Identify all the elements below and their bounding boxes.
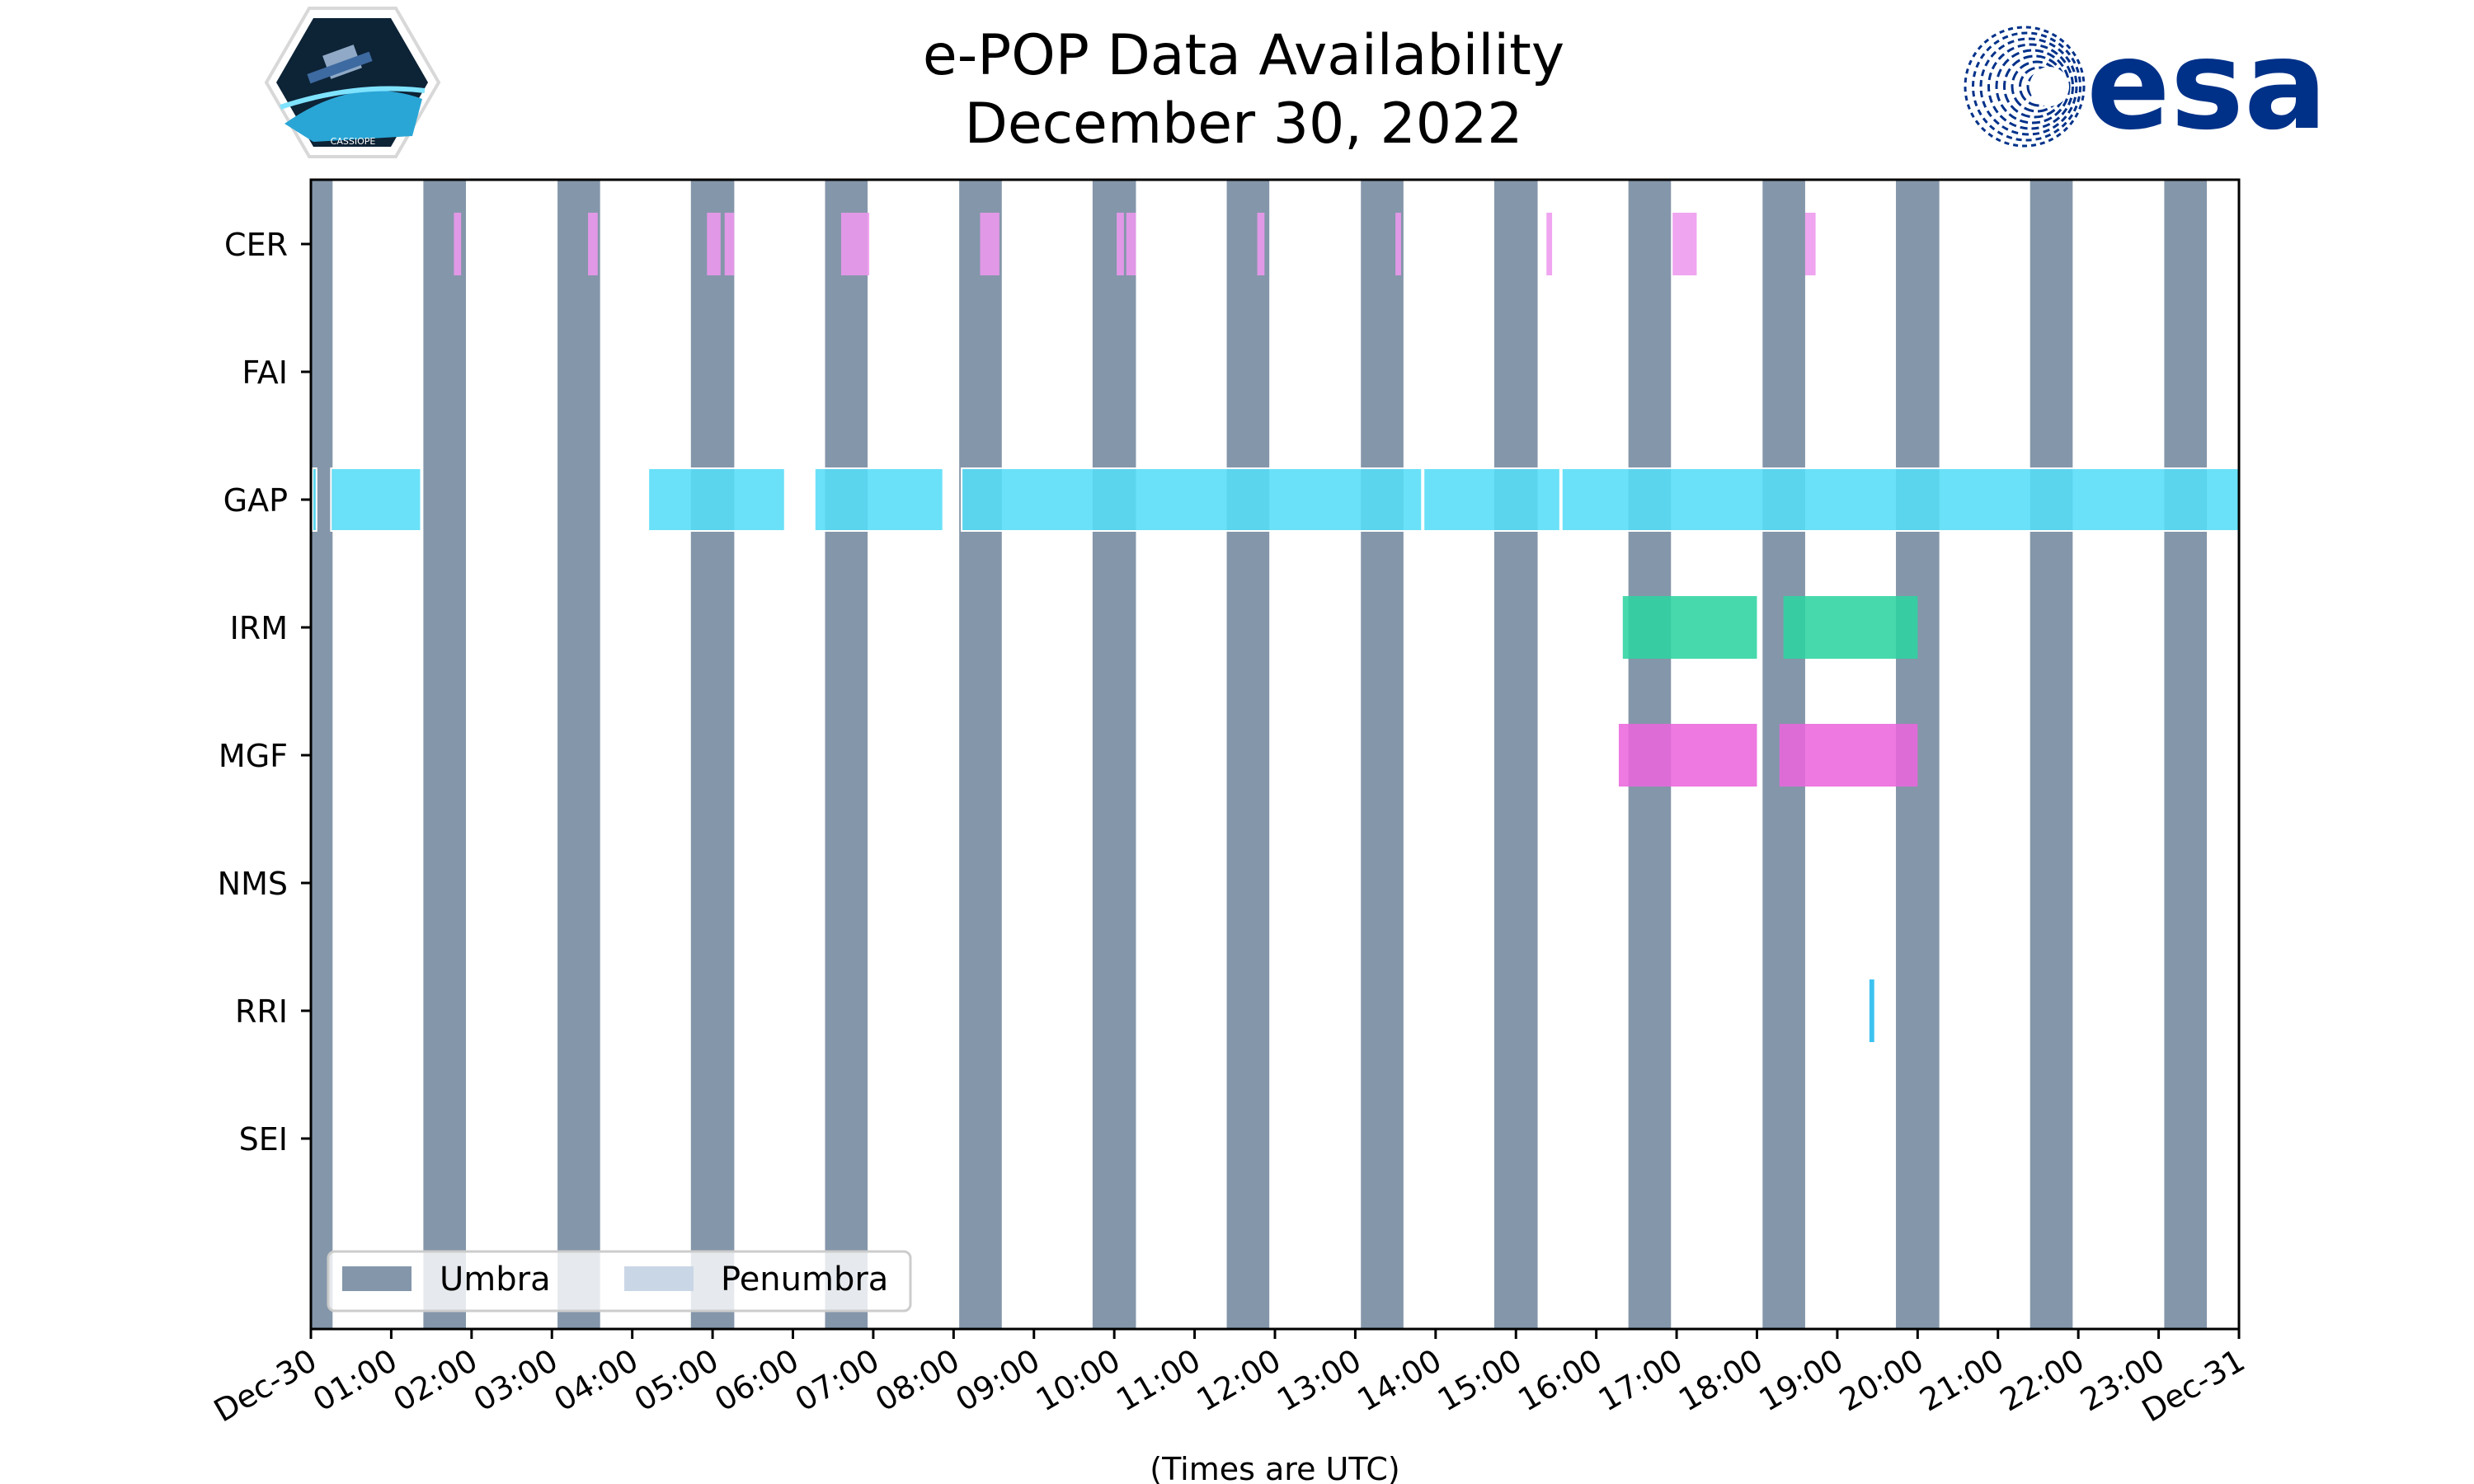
umbra-band [311,180,333,1329]
x-tick-label: 09:00 [949,1342,1046,1419]
x-tick-label: 14:00 [1351,1342,1447,1419]
legend-box [327,1250,912,1313]
esa-swirl-ring [1972,31,2081,142]
interval-cer [707,213,721,275]
interval-cer [454,213,462,275]
x-tick-label: 21:00 [1913,1342,2010,1419]
x-tick-label: 18:00 [1672,1342,1769,1419]
interval-cer [840,213,870,275]
x-tick-label: Dec-30 [208,1342,322,1430]
y-tick-label: IRM [230,610,288,646]
interval-rri [1869,979,1874,1042]
interval-gap [813,467,944,532]
y-tick-label: MGF [219,738,288,774]
interval-mgf [1618,724,1757,787]
umbra-band [557,180,600,1329]
chart-title: e-POP Data Availability [923,23,1564,88]
x-tick-label: 05:00 [628,1342,725,1419]
legend-umbra-label: Umbra [440,1261,551,1298]
interval-cer [588,213,598,275]
umbra-band [1493,180,1538,1329]
y-axis: CER FAI GAP IRM MGF NMS RRI SEI [218,227,311,1158]
x-tick-label: 04:00 [548,1342,644,1419]
legend-penumbra-label: Penumbra [721,1261,888,1298]
x-tick-label: 02:00 [387,1342,483,1419]
x-axis: Dec-3001:0002:0003:0004:0005:0006:0007:0… [208,1329,2251,1430]
umbra-band [423,180,467,1329]
umbra-band [1361,180,1404,1329]
x-tick-label: 12:00 [1191,1342,1287,1419]
umbra-band [2164,180,2208,1329]
interval-cer [1395,213,1401,275]
x-tick-label: 13:00 [1271,1342,1367,1419]
interval-irm [1783,596,1918,659]
legend-umbra-swatch [342,1266,412,1291]
umbra-bands [311,180,2208,1329]
esa-swirl-core [2030,67,2069,106]
y-tick-label: FAI [242,355,288,391]
interval-gap [1423,467,1561,532]
interval-cer [1257,213,1265,275]
x-tick-label: 19:00 [1753,1342,1850,1419]
legend: Umbra Penumbra [327,1250,912,1313]
esa-swirl-ring [1964,26,2086,148]
interval-cer [1126,213,1136,275]
umbra-band [825,180,868,1329]
umbra-band [1092,180,1136,1329]
interval-gap [647,467,786,532]
interval-irm [1622,596,1757,659]
interval-mgf [1779,724,1918,787]
chart-subtitle: December 30, 2022 [964,92,1522,157]
interval-cer [1546,213,1553,275]
cassiope-logo-text: CASSIOPE [331,136,376,147]
x-tick-label: 11:00 [1110,1342,1206,1419]
esa-logo-text: esa [2086,14,2327,157]
interval-cer [1672,213,1697,275]
interval-gap [311,467,317,532]
y-tick-label: GAP [223,482,288,519]
esa-logo: esa [1960,14,2327,157]
y-tick-label: NMS [218,866,288,902]
interval-cer [1117,213,1124,275]
data-intervals [311,213,2240,1042]
x-tick-label: 01:00 [307,1342,403,1419]
y-tick-label: SEI [239,1121,288,1158]
cassiope-logo: CASSIOPE [264,7,441,158]
esa-swirl-ring [1987,43,2074,130]
interval-cer [980,213,999,275]
umbra-band [690,180,735,1329]
x-tick-label: 17:00 [1592,1342,1689,1419]
interval-gap [330,467,422,532]
interval-gap [961,467,1423,532]
interval-gap [1560,467,2240,532]
umbra-band [1226,180,1270,1329]
x-tick-label: 03:00 [468,1342,564,1419]
y-tick-label: RRI [235,993,288,1030]
x-tick-label: 10:00 [1030,1342,1126,1419]
x-tick-label: 16:00 [1512,1342,1608,1419]
umbra-band [959,180,1002,1329]
x-axis-label: (Times are UTC) [1150,1451,1399,1484]
x-tick-label: 20:00 [1833,1342,1930,1419]
interval-cer [1804,213,1816,275]
y-tick-label: CER [224,227,288,263]
x-tick-label: 07:00 [789,1342,886,1419]
esa-swirl-ring [1979,37,2078,136]
x-tick-label: 22:00 [1994,1342,2091,1419]
interval-cer [724,213,735,275]
x-tick-label: 08:00 [869,1342,966,1419]
x-tick-label: 06:00 [708,1342,805,1419]
umbra-band [2030,180,2073,1329]
x-tick-label: 15:00 [1432,1342,1528,1419]
legend-penumbra-swatch [624,1266,694,1291]
